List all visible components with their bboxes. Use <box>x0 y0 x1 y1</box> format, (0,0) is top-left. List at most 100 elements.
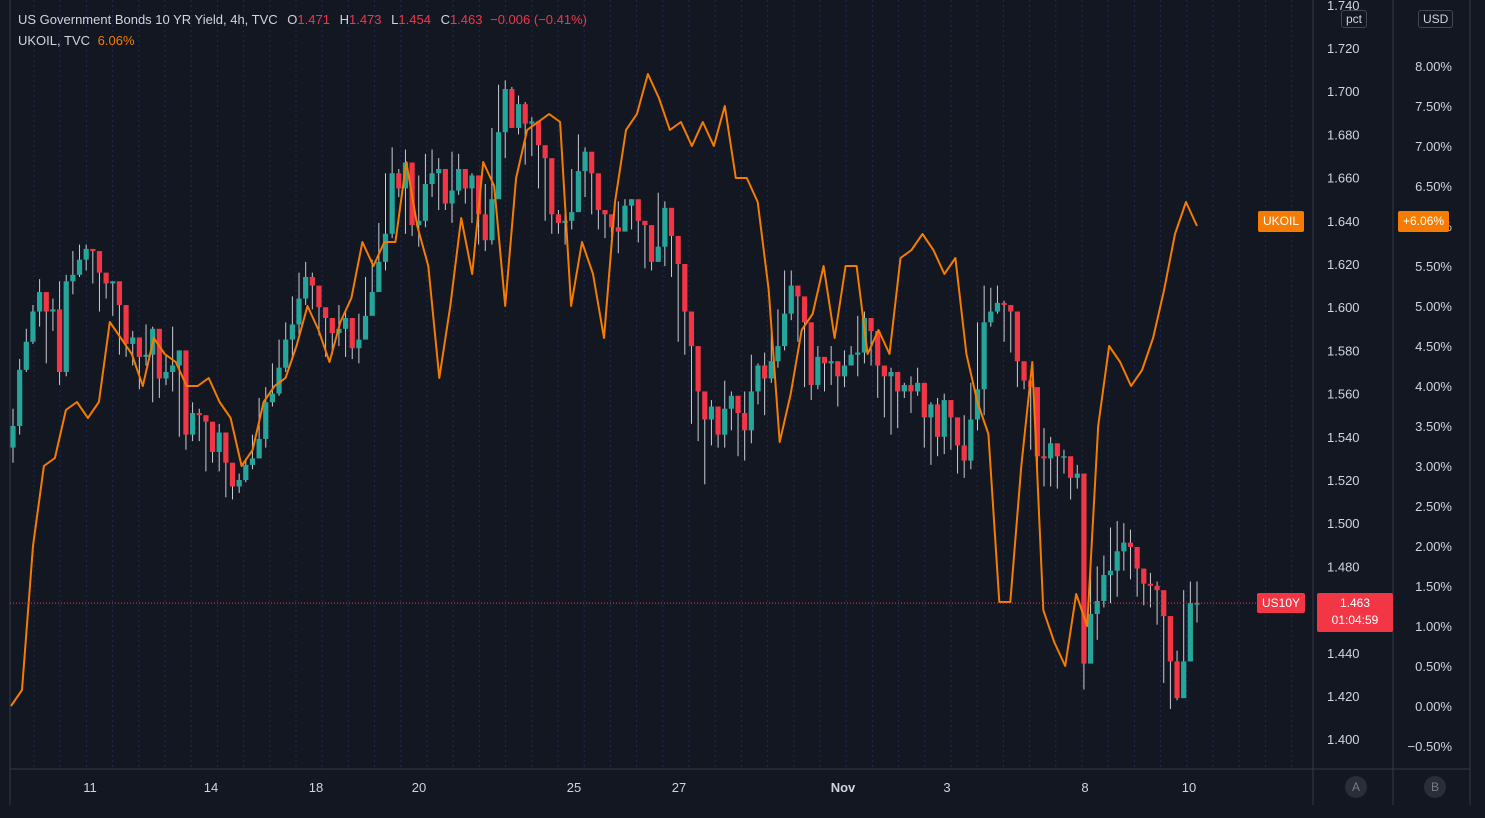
candle-body <box>582 151 588 172</box>
candle-body <box>901 384 907 392</box>
yield-tick-label: 1.600 <box>1327 300 1360 315</box>
candle-body <box>56 309 63 372</box>
candle-body <box>1181 661 1187 699</box>
candle-body <box>655 246 661 262</box>
candle-body <box>615 227 621 232</box>
candle-body <box>954 417 961 446</box>
candle-body <box>1081 473 1087 664</box>
legend-low: 1.454 <box>398 12 431 27</box>
candle-body <box>1041 456 1047 459</box>
yield-tick-label: 1.620 <box>1327 257 1360 272</box>
candle-body <box>1154 585 1160 591</box>
candle-body <box>216 432 222 452</box>
candle-body <box>1147 583 1154 586</box>
legend-us10y[interactable]: US Government Bonds 10 YR Yield, 4h, TVC… <box>18 12 587 27</box>
candle-body <box>828 361 834 364</box>
candle-body <box>1107 570 1114 576</box>
percent-tick-label: 2.50% <box>1415 499 1452 514</box>
candle-body <box>1101 575 1107 601</box>
legend-ukoil-value: 6.06% <box>97 33 135 48</box>
yield-tick-label: 1.540 <box>1327 430 1360 445</box>
candle-body <box>1094 600 1100 614</box>
candle-body <box>256 438 262 459</box>
candle-body <box>715 406 721 435</box>
candle-body <box>342 318 349 329</box>
percent-tick-label: 5.00% <box>1415 299 1452 314</box>
candle-body <box>1034 387 1040 457</box>
percent-tick-label: 2.00% <box>1415 539 1452 554</box>
auto-scale-button[interactable]: A <box>1345 776 1367 798</box>
candle-body <box>362 315 369 340</box>
candle-body <box>529 121 535 124</box>
candle-body <box>76 259 83 275</box>
axes: 1.4001.4201.4401.4601.4801.5001.5201.540… <box>9 0 1471 805</box>
candle-body <box>609 214 615 228</box>
candle-body <box>289 324 295 340</box>
candle-body <box>728 395 734 409</box>
candle-body <box>961 445 967 461</box>
candle-body <box>83 248 89 260</box>
candle-body <box>762 365 768 379</box>
percent-tick-label: 7.00% <box>1415 139 1452 154</box>
candle-body <box>662 207 668 247</box>
candle-body <box>1134 546 1140 569</box>
right-scale-unit[interactable]: USD <box>1418 10 1454 28</box>
candle-body <box>1068 456 1074 478</box>
legend-low-label: L <box>391 12 399 27</box>
percent-tick-label: 8.00% <box>1415 59 1452 74</box>
candle-body <box>821 356 828 364</box>
candle-body <box>1008 305 1014 312</box>
candle-body <box>868 318 874 331</box>
candle-body <box>1114 551 1120 571</box>
candle-body <box>376 261 382 293</box>
scale-b-button[interactable]: B <box>1424 776 1446 798</box>
candle-body <box>675 235 681 264</box>
us10y-price-tag: 1.463 01:04:59 <box>1317 593 1393 632</box>
candle-body <box>436 168 442 174</box>
left-scale-unit[interactable]: pct <box>1341 10 1368 28</box>
legend-ukoil[interactable]: UKOIL, TVC 6.06% <box>18 33 135 48</box>
candle-body <box>116 281 123 306</box>
candle-body <box>835 361 841 377</box>
candle-body <box>1161 590 1167 617</box>
candle-body <box>462 168 468 189</box>
candle-body <box>103 272 109 284</box>
candle-body <box>283 339 289 368</box>
candle-body <box>682 264 688 312</box>
yield-tick-label: 1.700 <box>1327 84 1360 99</box>
candle-body <box>1048 443 1054 459</box>
percent-tick-label: 4.00% <box>1415 379 1452 394</box>
candle-body <box>442 168 448 204</box>
candle-body <box>495 132 502 200</box>
candle-body <box>369 292 375 316</box>
yield-tick-label: 1.440 <box>1327 646 1360 661</box>
candle-body <box>695 346 701 392</box>
candle-body <box>1087 613 1094 664</box>
candle-body <box>688 311 695 347</box>
time-tick-label: 27 <box>672 780 686 795</box>
candle-body <box>908 384 914 392</box>
time-tick-label: 8 <box>1081 780 1088 795</box>
time-tick-label: 10 <box>1182 780 1196 795</box>
candle-body <box>123 305 129 344</box>
candle-body <box>1074 473 1080 478</box>
yield-tick-label: 1.720 <box>1327 41 1360 56</box>
candle-body <box>629 199 635 206</box>
candle-body <box>921 382 927 418</box>
candle-body <box>768 361 774 379</box>
legend-close-label: C <box>440 12 450 27</box>
candle-body <box>1127 542 1134 547</box>
candle-body <box>1187 603 1193 662</box>
candle-body <box>23 341 29 370</box>
candle-body <box>323 307 329 318</box>
candle-body <box>795 285 801 297</box>
candle-body <box>170 365 176 372</box>
candle-body <box>642 220 648 226</box>
candle-body <box>63 281 69 372</box>
candle-body <box>50 309 56 312</box>
candle-body <box>43 292 49 312</box>
candle-body <box>841 365 848 377</box>
candle-body <box>915 382 921 392</box>
candle-body <box>702 391 708 420</box>
